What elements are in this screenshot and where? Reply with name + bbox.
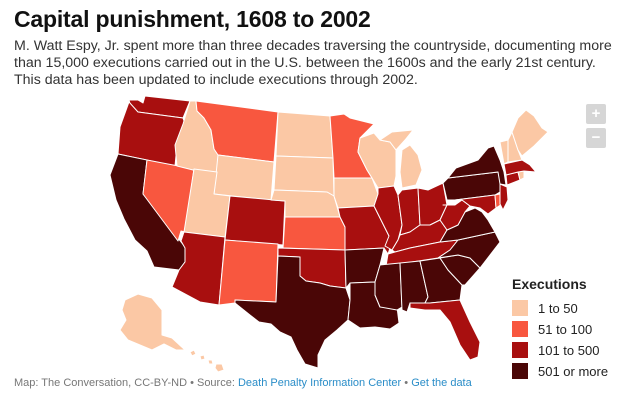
state-MI[interactable] bbox=[379, 129, 423, 189]
legend-item-101-to-500: 101 to 500 bbox=[512, 340, 608, 360]
state-NY[interactable] bbox=[447, 145, 507, 186]
footer-separator: • bbox=[401, 377, 412, 389]
legend-title: Executions bbox=[512, 276, 587, 292]
map-footer: Map: The Conversation, CC-BY-ND • Source… bbox=[14, 377, 472, 389]
state-MT[interactable] bbox=[195, 100, 279, 163]
state-WY[interactable] bbox=[213, 154, 275, 201]
state-FL[interactable] bbox=[409, 299, 481, 361]
state-HI[interactable] bbox=[189, 349, 225, 373]
legend-item-51-to-100: 51 to 100 bbox=[512, 319, 608, 339]
state-KS[interactable] bbox=[282, 216, 346, 251]
state-VT[interactable] bbox=[499, 139, 509, 165]
state-WV[interactable] bbox=[439, 199, 471, 231]
map-subtitle: M. Watt Espy, Jr. spent more than three … bbox=[14, 38, 612, 88]
zoom-in-button[interactable]: + bbox=[586, 104, 606, 124]
footer-credit: Map: The Conversation, CC-BY-ND • Source… bbox=[14, 377, 238, 389]
map-legend: Executions 1 to 50 51 to 100 101 to 500 … bbox=[512, 276, 608, 382]
legend-swatch bbox=[512, 363, 528, 379]
state-NJ[interactable] bbox=[499, 183, 509, 211]
source-link[interactable]: Death Penalty Information Center bbox=[237, 377, 402, 389]
state-AK[interactable] bbox=[119, 293, 186, 351]
state-TX[interactable] bbox=[234, 255, 351, 369]
state-ME[interactable] bbox=[511, 109, 549, 157]
map-title: Capital punishment, 1608 to 2002 bbox=[14, 6, 371, 32]
state-WI[interactable] bbox=[357, 132, 397, 189]
legend-label: 501 or more bbox=[538, 363, 609, 379]
state-NC[interactable] bbox=[437, 231, 501, 269]
legend-item-1-to-50: 1 to 50 bbox=[512, 298, 608, 318]
legend-swatch bbox=[512, 342, 528, 358]
legend-swatch bbox=[512, 321, 528, 337]
state-MA[interactable] bbox=[503, 159, 537, 176]
legend-swatch bbox=[512, 300, 528, 316]
legend-label: 51 to 100 bbox=[538, 321, 593, 337]
state-NH[interactable] bbox=[507, 131, 523, 163]
zoom-out-button[interactable]: − bbox=[586, 128, 606, 148]
state-MS[interactable] bbox=[374, 262, 403, 311]
state-CO[interactable] bbox=[224, 195, 286, 246]
state-IL[interactable] bbox=[373, 185, 403, 251]
get-data-link[interactable]: Get the data bbox=[411, 377, 472, 389]
state-ND[interactable] bbox=[275, 111, 334, 159]
legend-label: 101 to 500 bbox=[538, 342, 600, 358]
state-IA[interactable] bbox=[333, 177, 379, 209]
legend-item-501-or-more: 501 or more bbox=[512, 361, 608, 381]
state-NM[interactable] bbox=[218, 239, 279, 306]
legend-label: 1 to 50 bbox=[538, 300, 578, 316]
